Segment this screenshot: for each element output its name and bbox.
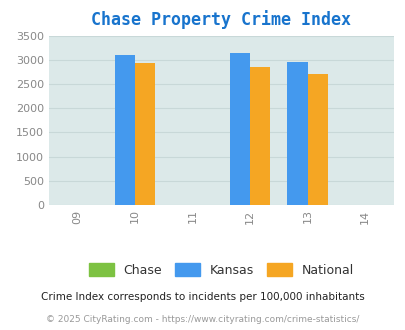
Bar: [287, 62, 307, 205]
Text: Crime Index corresponds to incidents per 100,000 inhabitants: Crime Index corresponds to incidents per…: [41, 292, 364, 302]
Text: © 2025 CityRating.com - https://www.cityrating.com/crime-statistics/: © 2025 CityRating.com - https://www.city…: [46, 315, 359, 324]
Bar: [249, 67, 269, 205]
Legend: Chase, Kansas, National: Chase, Kansas, National: [83, 258, 358, 281]
Bar: [115, 54, 134, 205]
Title: Chase Property Crime Index: Chase Property Crime Index: [91, 10, 350, 29]
Bar: [134, 63, 155, 205]
Bar: [229, 53, 249, 205]
Bar: [307, 74, 327, 205]
